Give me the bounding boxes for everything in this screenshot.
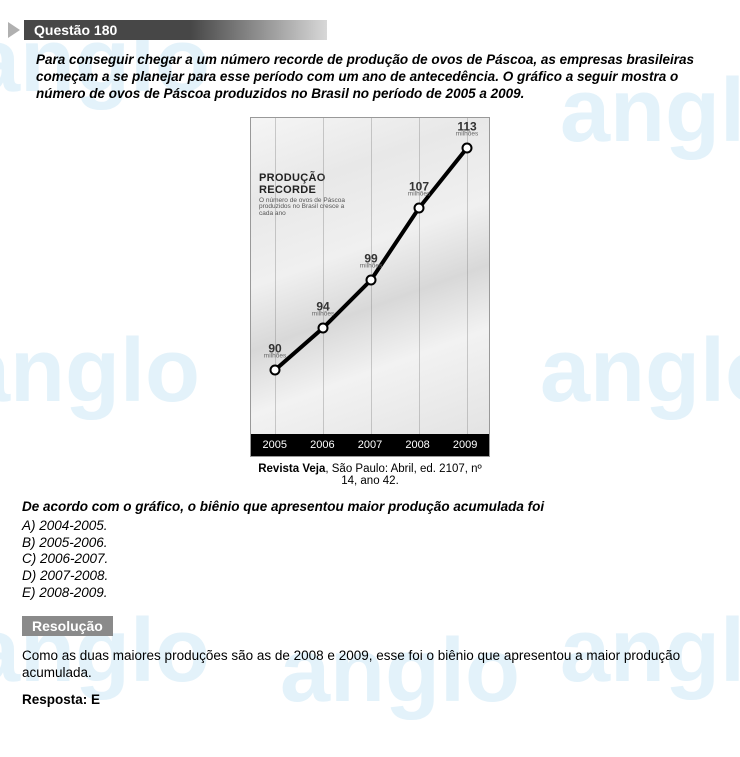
chart-point (366, 274, 377, 285)
chart-point (270, 364, 281, 375)
option-item: E) 2008-2009. (22, 585, 718, 602)
chart-point (414, 202, 425, 213)
caption-rest: , São Paulo: Abril, ed. 2107, nº 14, ano… (325, 463, 481, 487)
chart-point-label: 113milhões (456, 121, 478, 138)
answer-options: A) 2004-2005.B) 2005-2006.C) 2006-2007.D… (0, 514, 740, 602)
chart-point-label: 90milhões (264, 343, 286, 360)
resolution-body: Como as duas maiores produções são as de… (0, 636, 740, 682)
chart-gridline (419, 118, 420, 434)
question-prompt: De acordo com o gráfico, o biênio que ap… (0, 491, 740, 514)
option-item: B) 2005-2006. (22, 535, 718, 552)
question-number: Questão 180 (24, 20, 327, 40)
chart-point-label: 107milhões (408, 181, 430, 198)
chart-x-label: 2006 (299, 434, 347, 456)
chart-point (462, 142, 473, 153)
chart-point-label: 99milhões (360, 253, 382, 270)
play-icon (8, 22, 20, 38)
chart-point-label: 94milhões (312, 301, 334, 318)
chart-point (318, 322, 329, 333)
chart-plot-area: 90milhões 94milhões 99milhões 107milhões 113… (251, 118, 489, 434)
chart-gridline (275, 118, 276, 434)
chart-x-label: 2009 (441, 434, 489, 456)
option-item: D) 2007-2008. (22, 568, 718, 585)
option-item: A) 2004-2005. (22, 518, 718, 535)
answer-label: Resposta: (22, 692, 87, 707)
chart-x-label: 2007 (346, 434, 394, 456)
chart-caption: Revista Veja, São Paulo: Abril, ed. 2107… (250, 463, 490, 487)
chart-x-label: 2008 (394, 434, 442, 456)
resolution-header: Resolução (22, 616, 113, 636)
answer-line: Resposta: E (0, 682, 740, 707)
caption-source: Revista Veja (258, 463, 325, 475)
chart-x-label: 2005 (251, 434, 299, 456)
question-header: Questão 180 (8, 20, 740, 40)
answer-value: E (91, 692, 100, 707)
chart-x-axis: 20052006200720082009 (251, 434, 489, 456)
chart-gridline (467, 118, 468, 434)
chart-gridline (323, 118, 324, 434)
question-intro: Para conseguir chegar a um número record… (0, 40, 740, 103)
option-item: C) 2006-2007. (22, 551, 718, 568)
line-chart: PRODUÇÃO RECORDE O número de ovos de Pás… (250, 117, 490, 457)
chart-container: PRODUÇÃO RECORDE O número de ovos de Pás… (250, 117, 490, 487)
